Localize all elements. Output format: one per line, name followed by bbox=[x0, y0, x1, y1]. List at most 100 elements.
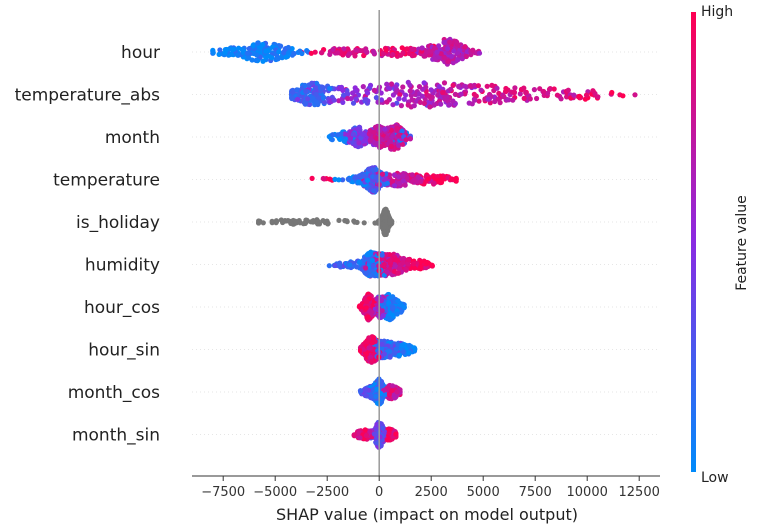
point-month_sin bbox=[380, 425, 386, 431]
point-temperature_abs bbox=[331, 97, 337, 103]
point-temperature_abs bbox=[576, 93, 583, 99]
point-temperature_abs bbox=[583, 92, 590, 98]
point-month bbox=[367, 127, 373, 134]
x-tick-label: 2500 bbox=[415, 485, 448, 500]
point-temperature_abs bbox=[534, 95, 540, 102]
point-humidity bbox=[387, 258, 393, 264]
point-temperature_abs bbox=[403, 92, 409, 98]
point-temperature_abs bbox=[440, 90, 446, 96]
point-hour bbox=[424, 49, 430, 55]
point-hour_cos bbox=[364, 299, 370, 305]
point-temperature_abs bbox=[301, 100, 307, 106]
point-temperature_abs bbox=[458, 91, 464, 97]
point-temperature_abs bbox=[321, 99, 328, 105]
point-hour bbox=[319, 50, 325, 56]
point-temperature bbox=[336, 177, 342, 183]
point-hour bbox=[390, 52, 396, 58]
point-hour_sin bbox=[369, 358, 375, 364]
point-hour bbox=[454, 39, 460, 45]
point-temperature bbox=[431, 180, 437, 186]
point-temperature_abs bbox=[595, 94, 601, 100]
point-hour bbox=[246, 46, 252, 52]
point-temperature_abs bbox=[478, 87, 484, 93]
point-temperature_abs bbox=[590, 88, 596, 94]
point-temperature_abs bbox=[373, 95, 379, 101]
point-hour_cos bbox=[386, 315, 392, 321]
point-hour bbox=[441, 55, 447, 61]
point-temperature bbox=[345, 176, 351, 182]
point-temperature_abs bbox=[398, 103, 404, 109]
point-humidity bbox=[337, 260, 343, 266]
points-hour_cos bbox=[356, 291, 407, 323]
point-hour_cos bbox=[369, 309, 375, 316]
point-hour_cos bbox=[395, 298, 401, 304]
point-month bbox=[382, 126, 388, 132]
point-hour_cos bbox=[390, 294, 396, 300]
points-month_cos bbox=[357, 376, 403, 407]
point-hour bbox=[210, 50, 216, 56]
point-humidity bbox=[412, 265, 418, 271]
point-temperature_abs bbox=[345, 95, 351, 102]
point-hour bbox=[432, 45, 438, 51]
point-temperature_abs bbox=[620, 93, 626, 99]
point-hour bbox=[476, 50, 483, 56]
x-tick-label: 7500 bbox=[519, 485, 552, 500]
point-temperature_abs bbox=[409, 97, 415, 103]
point-humidity bbox=[401, 255, 407, 262]
feature-label-hour_sin: hour_sin bbox=[88, 341, 160, 361]
point-month bbox=[390, 133, 396, 139]
point-hour bbox=[419, 45, 425, 51]
x-tick-label: −7500 bbox=[201, 485, 245, 500]
point-hour bbox=[462, 44, 468, 50]
point-temperature_abs bbox=[363, 96, 369, 102]
point-is_holiday bbox=[342, 218, 348, 224]
point-temperature bbox=[373, 175, 379, 181]
point-humidity bbox=[326, 263, 332, 269]
point-temperature_abs bbox=[521, 85, 527, 91]
point-temperature_abs bbox=[632, 92, 638, 98]
point-hour bbox=[234, 52, 240, 58]
point-month_sin bbox=[362, 427, 368, 433]
point-temperature bbox=[425, 176, 431, 182]
point-hour_sin bbox=[406, 342, 412, 349]
point-temperature bbox=[332, 176, 338, 182]
feature-label-humidity: humidity bbox=[85, 256, 160, 276]
point-month_cos bbox=[394, 389, 400, 395]
point-temperature_abs bbox=[438, 101, 444, 107]
point-temperature_abs bbox=[407, 88, 413, 94]
point-hour bbox=[399, 45, 405, 51]
point-temperature_abs bbox=[310, 95, 316, 101]
point-hour_sin bbox=[399, 342, 405, 348]
point-is_holiday bbox=[336, 217, 342, 223]
point-temperature_abs bbox=[609, 89, 615, 96]
point-temperature_abs bbox=[384, 99, 390, 105]
point-hour bbox=[330, 46, 336, 53]
point-temperature_abs bbox=[484, 83, 490, 89]
point-is_holiday bbox=[320, 218, 326, 224]
point-temperature bbox=[384, 180, 390, 186]
point-hour_cos bbox=[374, 296, 380, 302]
point-temperature_abs bbox=[462, 83, 468, 89]
feature-label-month_cos: month_cos bbox=[68, 383, 160, 403]
point-hour_cos bbox=[363, 305, 369, 311]
point-month bbox=[399, 128, 405, 134]
point-hour bbox=[275, 56, 281, 62]
point-temperature bbox=[434, 177, 440, 183]
point-hour_sin bbox=[357, 348, 364, 354]
point-month bbox=[403, 137, 409, 143]
point-hour bbox=[222, 50, 228, 56]
feature-label-temperature: temperature bbox=[53, 171, 160, 191]
points-humidity bbox=[326, 249, 435, 279]
point-hour bbox=[254, 52, 260, 58]
point-hour bbox=[406, 50, 412, 57]
points-hour_sin bbox=[357, 334, 418, 365]
point-hour_cos bbox=[380, 313, 386, 319]
point-temperature_abs bbox=[450, 98, 456, 104]
point-hour bbox=[459, 56, 465, 62]
point-humidity bbox=[410, 261, 417, 267]
point-temperature_abs bbox=[400, 84, 406, 90]
point-temperature_abs bbox=[294, 87, 300, 93]
point-month_sin bbox=[393, 431, 399, 437]
